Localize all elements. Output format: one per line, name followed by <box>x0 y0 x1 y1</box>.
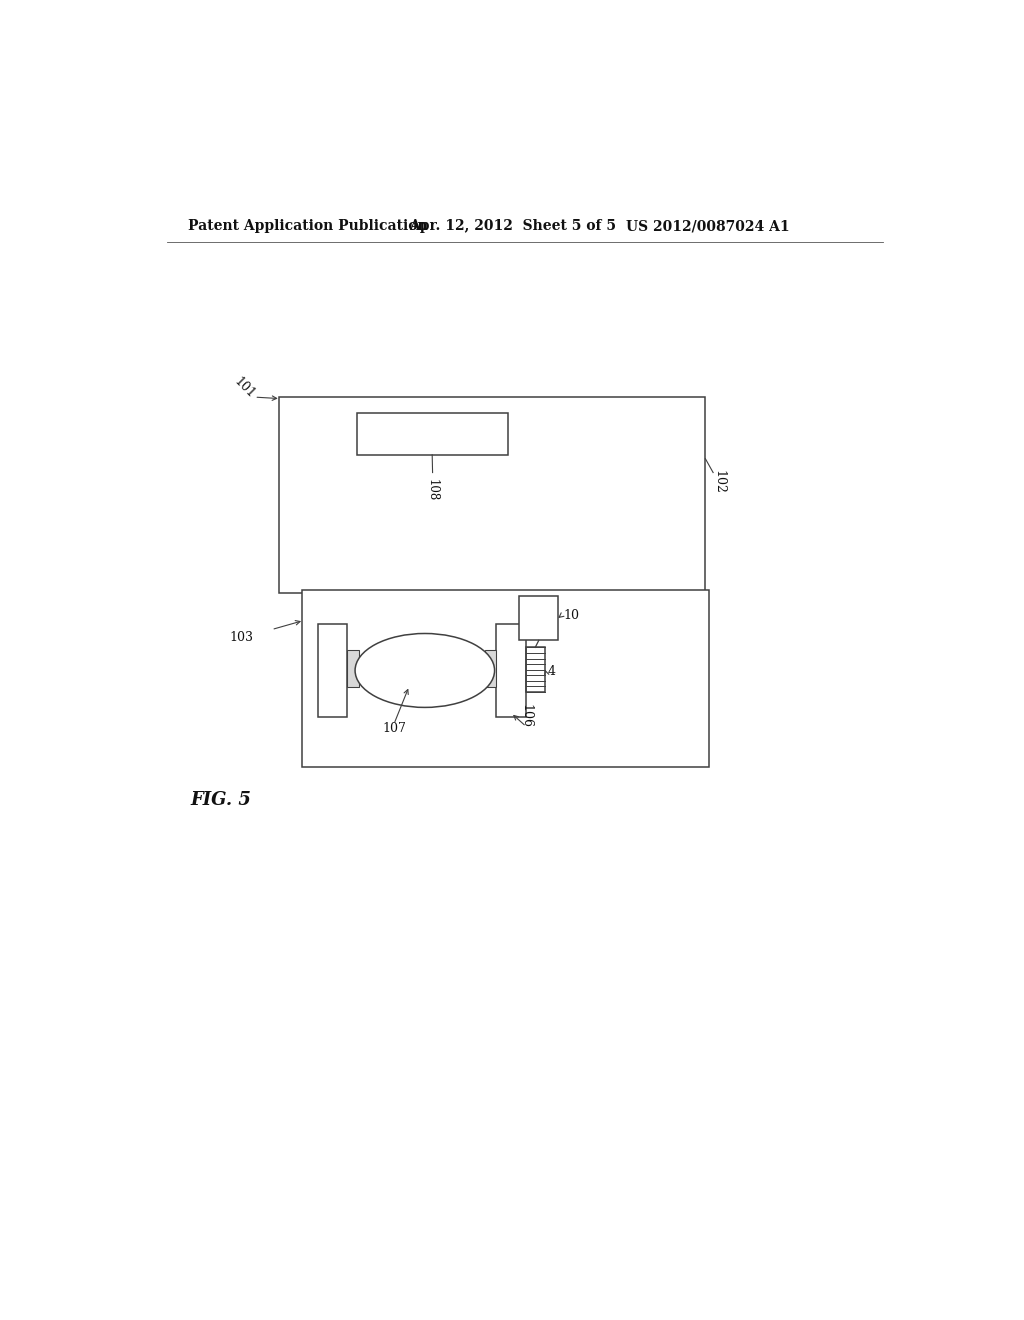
Text: 108: 108 <box>426 479 439 502</box>
Text: 10: 10 <box>563 609 580 622</box>
Text: 107: 107 <box>382 722 407 735</box>
Bar <box>280 397 706 594</box>
Bar <box>484 649 496 686</box>
Text: Patent Application Publication: Patent Application Publication <box>188 219 428 234</box>
Text: 103: 103 <box>229 631 254 644</box>
Bar <box>519 595 558 640</box>
Bar <box>317 624 347 717</box>
Text: US 2012/0087024 A1: US 2012/0087024 A1 <box>626 219 790 234</box>
Text: FIG. 5: FIG. 5 <box>190 791 251 809</box>
Bar <box>347 649 359 686</box>
Bar <box>302 590 710 767</box>
Bar <box>356 413 508 455</box>
Bar <box>525 647 545 692</box>
Bar <box>496 624 525 717</box>
Text: 106: 106 <box>520 704 532 727</box>
Text: 101: 101 <box>231 375 257 401</box>
Text: Apr. 12, 2012  Sheet 5 of 5: Apr. 12, 2012 Sheet 5 of 5 <box>410 219 616 234</box>
Ellipse shape <box>355 634 495 708</box>
Text: 102: 102 <box>713 470 726 494</box>
Text: 4: 4 <box>547 665 555 678</box>
